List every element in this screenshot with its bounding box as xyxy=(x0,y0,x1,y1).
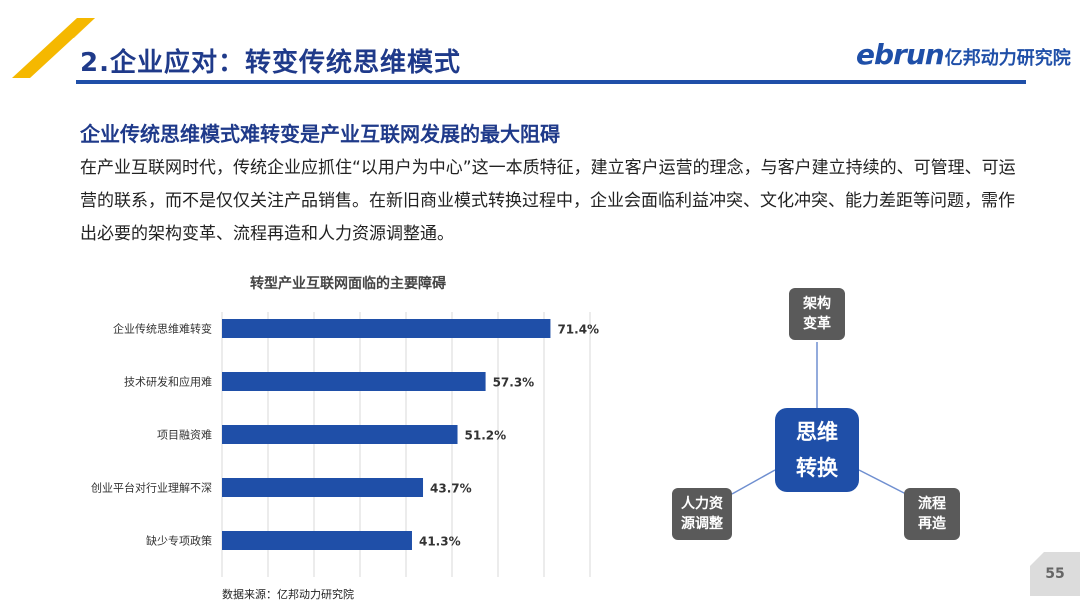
chart-data-label: 41.3% xyxy=(419,535,461,549)
page-title: 2.企业应对：转变传统思维模式 xyxy=(80,48,461,78)
chart-data-label: 71.4% xyxy=(557,323,599,337)
node-text: 源调整 xyxy=(681,516,723,532)
chart-category-label: 缺少专项政策 xyxy=(146,534,212,548)
brand-logo: ebrun 亿邦动力研究院 xyxy=(856,38,1071,71)
chart-category-label: 技术研发和应用难 xyxy=(124,375,212,389)
diagram-connectors xyxy=(731,342,907,495)
chart-bar xyxy=(222,478,424,497)
logo-mark: ebrun xyxy=(856,38,945,71)
header-divider xyxy=(76,80,1026,84)
node-text: 变革 xyxy=(803,316,831,332)
chart-bar xyxy=(222,425,458,444)
chart-category-label: 项目融资难 xyxy=(157,429,212,442)
node-architecture-change: 架构 变革 xyxy=(789,288,845,340)
node-text: 人力资 xyxy=(681,496,723,512)
logo-name: 亿邦动力研究院 xyxy=(944,48,1071,69)
body-paragraph: 在产业互联网时代，传统企业应抓住“以用户为中心”这一本质特征，建立客户运营的理念… xyxy=(80,158,1016,244)
node-hr-adjustment: 人力资 源调整 xyxy=(672,488,732,540)
chart-category-label: 企业传统思维难转变 xyxy=(113,322,212,336)
page-number: 55 xyxy=(1030,552,1080,596)
node-text: 思维 xyxy=(796,420,838,444)
node-text: 转换 xyxy=(796,456,838,480)
node-text: 架构 xyxy=(803,296,831,312)
node-mindset-shift: 思维 转换 xyxy=(775,408,859,492)
chart-title: 转型产业互联网面临的主要障碍 xyxy=(250,275,446,292)
section-subheading: 企业传统思维模式难转变是产业互联网发展的最大阻碍 xyxy=(80,122,560,146)
mindset-diagram: 架构变革 思维转换 人力资源调整 流程再造 xyxy=(660,280,980,560)
decorative-stripes xyxy=(12,18,95,78)
chart-data-label: 43.7% xyxy=(430,482,472,496)
chart-bar xyxy=(222,372,486,391)
chart-data-label: 51.2% xyxy=(465,429,507,443)
node-text: 再造 xyxy=(918,516,946,532)
chart-category-label: 创业平台对行业理解不深 xyxy=(91,481,212,495)
chart-bar xyxy=(222,319,551,338)
chart-data-label: 57.3% xyxy=(493,376,535,390)
node-process-reengineering: 流程 再造 xyxy=(904,488,960,540)
data-source-note: 数据来源：亿邦动力研究院 xyxy=(222,588,354,601)
node-text: 流程 xyxy=(918,496,946,512)
chart-bar xyxy=(222,531,412,550)
